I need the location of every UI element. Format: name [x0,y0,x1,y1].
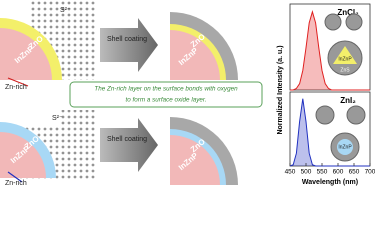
arrow [7,77,29,87]
inset-label: ZnS [340,67,350,73]
x-tick-label: 450 [285,169,296,176]
inset-label: InZnP [338,56,352,62]
process-label: Shell coating [107,136,147,143]
inset-label: InZnP [338,144,352,150]
process-arrow [100,118,158,172]
x-axis-label: Wavelength (nm) [302,179,358,186]
y-axis-label: Normalized Intensity (a. u.) [277,45,284,134]
top-row: S²⁻ ZnO InZnP Zn-rich Shell coating ZnS … [0,0,238,91]
arrow [7,171,23,183]
x-tick-label: 700 [365,169,375,176]
spectrum-line [290,10,370,91]
panel-label: ZnI₂ [340,96,356,105]
banner-line: The Zn-rich layer on the surface bonds w… [94,86,238,93]
process-arrow [100,18,158,72]
core [170,30,220,80]
insets: InZnP ZnS InZnP [315,13,366,162]
core [170,135,220,185]
spectrum-fill [290,11,370,90]
arrow-label: Zn-rich [5,180,27,187]
process-label: Shell coating [107,36,147,43]
banner [69,81,263,108]
ion-label: S²⁻ [60,7,71,14]
x-tick-label: 500 [301,169,312,176]
ion-label: S²⁻ [52,115,63,122]
banner-line: to form a surface oxide layer. [126,97,207,104]
spectrum-fill [290,98,370,166]
x-tick-label: 600 [333,169,344,176]
panel-label: ZnCl₂ [337,8,359,17]
spectrum-line [289,98,370,167]
x-tick-label: 650 [349,169,360,176]
figure: S²⁻ ZnO InZnP Zn-rich Shell coating ZnS … [0,0,375,187]
core [0,28,52,80]
core [0,132,46,178]
arrow-label: Zn-rich [5,84,27,91]
bottom-row: S²⁻ ZnO InZnP Zn-rich Shell coating ZnS … [0,110,238,187]
x-tick-label: 550 [317,169,328,176]
